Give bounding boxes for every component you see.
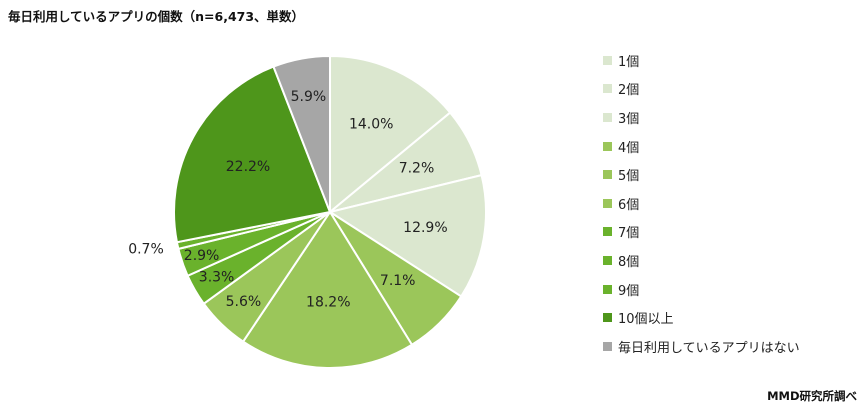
legend-label: 4個 [618, 140, 640, 156]
legend-label: 8個 [618, 254, 640, 270]
data-label-7: 3.3% [199, 270, 235, 286]
legend-item-8: 8個 [603, 246, 800, 275]
legend-item-9: 9個 [603, 275, 800, 304]
data-label-11: 5.9% [291, 89, 327, 105]
legend-label: 3個 [618, 111, 640, 127]
legend-item-3: 3個 [603, 103, 800, 132]
data-label-8: 2.9% [184, 248, 220, 264]
chart-title: 毎日利用しているアプリの個数（n=6,473、単数） [8, 9, 305, 24]
legend-swatch [603, 170, 612, 180]
legend-item-5: 5個 [603, 160, 800, 189]
legend-item-7: 7個 [603, 218, 800, 247]
chart-legend: 1個 2個 3個 4個 5個 6個 7個 8個 9個 10個以上毎日利用しているアプリはない [603, 46, 800, 361]
data-label-10: 22.2% [226, 159, 270, 175]
legend-swatch [603, 84, 612, 94]
legend-swatch [603, 255, 612, 265]
legend-label: 1個 [618, 54, 640, 70]
source-credit: MMD研究所調べ [767, 389, 857, 403]
legend-item-11: 毎日利用しているアプリはない [603, 332, 800, 361]
pie-slice-3 [327, 173, 487, 298]
legend-swatch [603, 313, 612, 323]
data-label-6: 5.6% [226, 294, 262, 310]
data-label-9: 0.7% [128, 242, 164, 258]
legend-swatch [603, 284, 612, 294]
legend-swatch [603, 55, 612, 65]
data-label-1: 14.0% [349, 117, 393, 133]
data-label-3: 12.9% [403, 220, 447, 236]
data-label-2: 7.2% [399, 161, 435, 177]
data-label-4: 7.1% [380, 273, 416, 289]
pie-slice-11 [272, 54, 331, 213]
legend-label: 6個 [618, 197, 640, 213]
legend-label: 5個 [618, 169, 640, 185]
legend-swatch [603, 141, 612, 151]
legend-label: 毎日利用しているアプリはない [618, 340, 800, 356]
legend-swatch [603, 341, 612, 351]
legend-label: 7個 [618, 226, 640, 242]
pie-slice-10 [173, 65, 332, 244]
pie-slice-5 [241, 210, 414, 369]
legend-swatch [603, 227, 612, 237]
legend-item-10: 10個以上 [603, 303, 800, 332]
legend-label: 10個以上 [618, 312, 674, 328]
legend-label: 2個 [618, 83, 640, 99]
legend-item-2: 2個 [603, 75, 800, 104]
legend-item-6: 6個 [603, 189, 800, 218]
pie-slice-1 [329, 54, 452, 215]
legend-swatch [603, 112, 612, 122]
legend-swatch [603, 198, 612, 208]
data-label-5: 18.2% [306, 295, 350, 311]
legend-item-1: 1個 [603, 46, 800, 75]
legend-label: 9個 [618, 283, 640, 299]
legend-item-4: 4個 [603, 132, 800, 161]
